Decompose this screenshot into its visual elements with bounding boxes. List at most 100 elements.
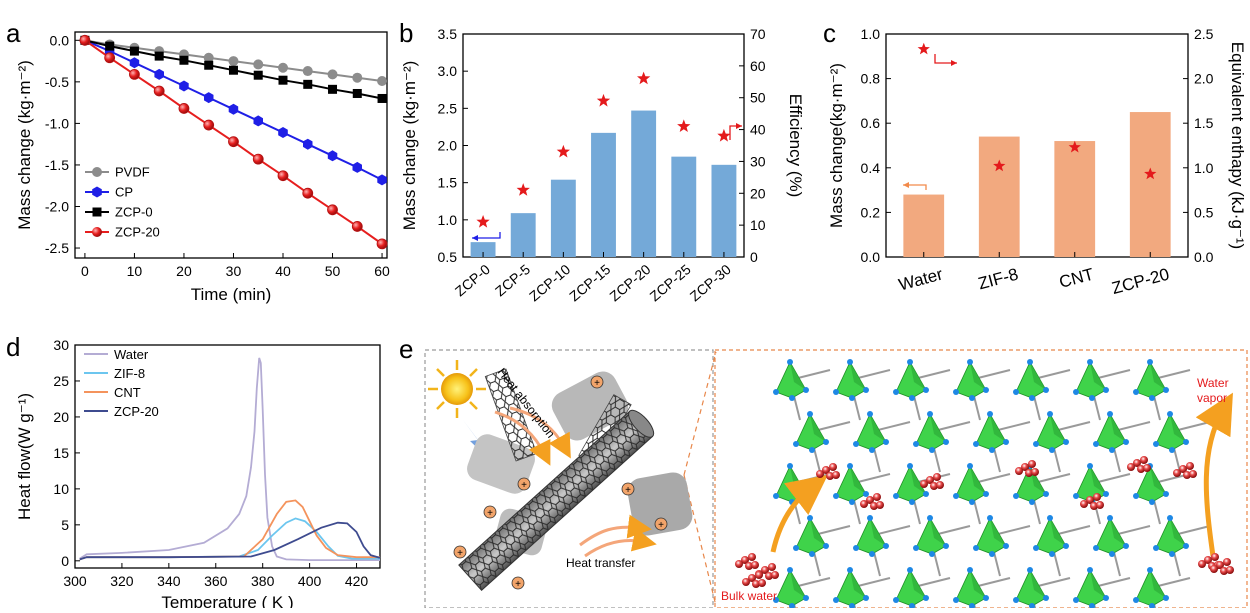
- data-point: [352, 88, 362, 98]
- water-molecule: [758, 579, 766, 587]
- heat-arrow-icon: [509, 406, 571, 459]
- data-point: [278, 75, 288, 85]
- nitrogen-atom: [1003, 543, 1009, 549]
- nitrogen-atom: [849, 395, 855, 401]
- zn-tetrahedron-face: [870, 518, 886, 546]
- water-molecule: [1223, 558, 1231, 566]
- chart-a-mass-change-vs-time: 0 10 20 30 40 50 60 0.0 -0.5 -1.0 -1.5 -2.0 -2.5 Time…: [15, 31, 390, 304]
- y-tick-label: 0.0: [50, 32, 70, 48]
- nitrogen-atom: [1087, 463, 1093, 469]
- y-tick-label: 30: [53, 337, 69, 353]
- nitrogen-atom: [893, 389, 899, 395]
- left-axis-indicator: [472, 232, 501, 239]
- data-point: [277, 170, 289, 182]
- nitrogen-atom: [1073, 389, 1079, 395]
- data-point: [278, 127, 288, 138]
- y-tick-label: 3.5: [438, 26, 458, 42]
- svg-text:+: +: [658, 520, 664, 531]
- nitrogen-atom: [1123, 543, 1129, 549]
- enthalpy-star: [1068, 140, 1081, 153]
- water-molecule: [1028, 460, 1036, 468]
- zn-tetrahedron: [1015, 361, 1047, 399]
- water-molecule: [1080, 500, 1088, 508]
- water-molecule: [1031, 468, 1039, 476]
- water-molecule: [1143, 464, 1151, 472]
- zn-tetrahedron: [955, 569, 987, 607]
- nitrogen-atom: [853, 441, 859, 447]
- nitrogen-atom: [823, 543, 829, 549]
- nitrogen-atom: [1183, 543, 1189, 549]
- y2-tick-label: 2.0: [1194, 71, 1214, 87]
- x-tick-label: 60: [374, 263, 390, 279]
- legend-marker: [92, 207, 102, 217]
- series-line-water: [79, 357, 380, 561]
- data-point: [352, 72, 363, 83]
- water-molecule: [926, 476, 934, 484]
- zn-tetrahedron-face: [1090, 466, 1106, 494]
- nitrogen-atom: [1163, 491, 1169, 497]
- y-tick-label: 0: [61, 553, 69, 569]
- nitrogen-atom: [1089, 395, 1095, 401]
- nitrogen-atom: [1033, 441, 1039, 447]
- x-tick-label: ZCP-20: [1110, 265, 1171, 299]
- y-tick-label: 1.0: [861, 26, 881, 42]
- svg-text:+: +: [515, 579, 521, 590]
- zn-tetrahedron: [1015, 569, 1047, 607]
- legend-marker: [92, 227, 102, 237]
- y-axis-title: Mass change (kg·m⁻²): [400, 61, 419, 231]
- bar-zcp-20: [631, 110, 657, 258]
- nitrogen-atom: [1163, 387, 1169, 393]
- zn-tetrahedron-face: [850, 362, 866, 390]
- y2-tick-label: 0.5: [1194, 204, 1214, 220]
- legend-label-zcp-20: ZCP-20: [115, 225, 160, 240]
- nitrogen-atom: [989, 447, 995, 453]
- y-tick-label: -0.5: [45, 74, 69, 90]
- data-point: [203, 52, 214, 63]
- label-water-vapor-2: vapor: [1197, 391, 1227, 405]
- nitrogen-atom: [1167, 515, 1173, 521]
- water-molecule: [768, 563, 776, 571]
- nitrogen-atom: [983, 491, 989, 497]
- nitrogen-atom: [929, 447, 935, 453]
- water-molecule: [1211, 553, 1219, 561]
- zn-tetrahedron-face: [1110, 518, 1126, 546]
- y2-tick-label: 20: [750, 185, 766, 201]
- data-point: [228, 136, 239, 148]
- nitrogen-atom: [907, 463, 913, 469]
- nitrogen-atom: [773, 389, 779, 395]
- nitrogen-atom: [787, 463, 793, 469]
- nitrogen-atom: [809, 551, 815, 557]
- efficiency-star: [516, 183, 530, 196]
- water-molecule-cluster: [735, 456, 1234, 588]
- x-tick-label: 420: [345, 573, 369, 589]
- nitrogen-atom: [1153, 545, 1159, 551]
- water-molecule: [1137, 465, 1145, 473]
- nitrogen-atom: [1063, 543, 1069, 549]
- y-tick-label: 25: [53, 373, 69, 389]
- water-molecule: [1226, 566, 1234, 574]
- x-tick-label: ZCP-10: [526, 261, 573, 304]
- data-point: [352, 161, 362, 173]
- data-point: [303, 79, 313, 89]
- legend-label-zif-8: ZIF-8: [114, 366, 145, 381]
- bar-water: [903, 194, 945, 257]
- data-point: [253, 115, 263, 127]
- y-tick-label: 15: [53, 445, 69, 461]
- nitrogen-atom: [913, 441, 919, 447]
- nitrogen-atom: [1043, 491, 1049, 497]
- nitrogen-atom: [1047, 515, 1053, 521]
- nitrogen-atom: [847, 359, 853, 365]
- x-tick-label: 400: [298, 573, 322, 589]
- zn-tetrahedron: [1075, 361, 1107, 399]
- water-molecule: [876, 501, 884, 509]
- nitrogen-atom: [929, 551, 935, 557]
- nitrogen-atom: [863, 595, 869, 601]
- zn-tetrahedron-face: [930, 414, 946, 442]
- plot-frame: [885, 33, 1189, 258]
- zn-tetrahedron-face: [1150, 570, 1166, 598]
- water-molecule: [936, 481, 944, 489]
- bar-zcp-15: [591, 132, 616, 257]
- nitrogen-atom: [1063, 439, 1069, 445]
- water-molecule: [741, 556, 749, 564]
- nitrogen-atom: [953, 493, 959, 499]
